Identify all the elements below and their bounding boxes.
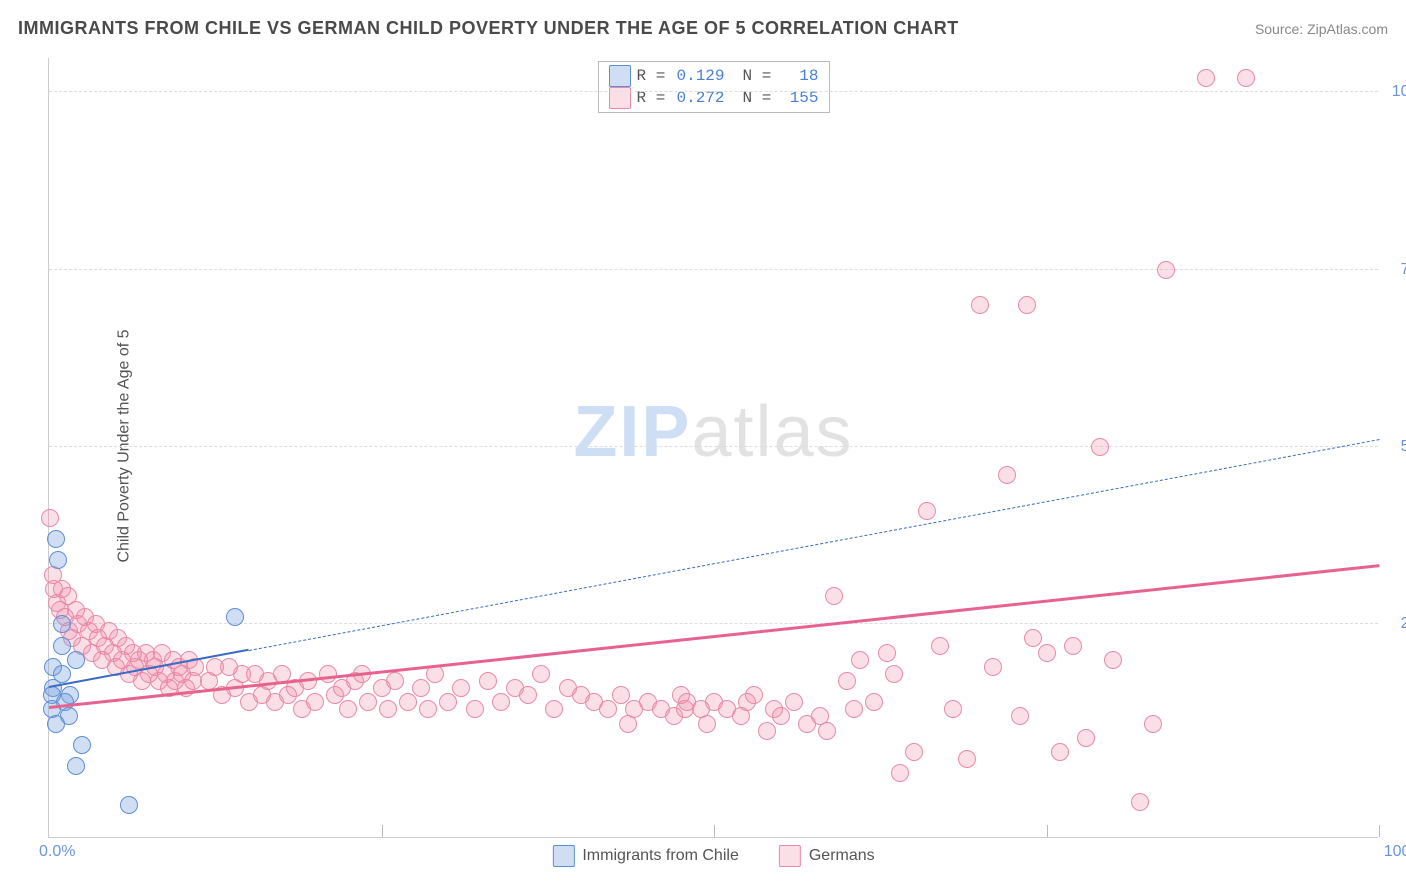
data-point	[984, 658, 1002, 676]
data-point	[1018, 296, 1036, 314]
data-point	[439, 693, 457, 711]
data-point	[772, 707, 790, 725]
data-point	[1011, 707, 1029, 725]
legend-label: Germans	[809, 847, 875, 865]
data-point	[53, 637, 71, 655]
data-point	[785, 693, 803, 711]
data-point	[379, 700, 397, 718]
data-point	[758, 722, 776, 740]
x-tick-min: 0.0%	[39, 843, 75, 861]
data-point	[226, 608, 244, 626]
data-point	[998, 466, 1016, 484]
correlation-legend: R =0.129N =18R =0.272N =155	[598, 61, 830, 113]
chart-source: Source: ZipAtlas.com	[1255, 21, 1388, 37]
data-point	[599, 700, 617, 718]
y-tick-label: 75.0%	[1401, 261, 1406, 279]
data-point	[851, 651, 869, 669]
x-tick-max: 100.0%	[1384, 843, 1406, 861]
data-point	[67, 651, 85, 669]
data-point	[67, 757, 85, 775]
plot-area: ZIPatlas R =0.129N =18R =0.272N =155 Imm…	[48, 58, 1378, 838]
data-point	[745, 686, 763, 704]
data-point	[958, 750, 976, 768]
gridline-h	[49, 269, 1378, 270]
x-tick-mark	[1379, 825, 1380, 837]
data-point	[931, 637, 949, 655]
data-point	[905, 743, 923, 761]
x-tick-mark	[382, 825, 383, 837]
trend-line	[248, 439, 1379, 651]
data-point	[319, 665, 337, 683]
data-point	[466, 700, 484, 718]
data-point	[825, 587, 843, 605]
data-point	[1157, 261, 1175, 279]
legend-label: Immigrants from Chile	[582, 847, 738, 865]
data-point	[1197, 69, 1215, 87]
legend-item: Germans	[779, 845, 875, 867]
data-point	[479, 672, 497, 690]
swatch-chile	[552, 845, 574, 867]
legend-row: R =0.129N =18	[609, 65, 819, 87]
data-point	[818, 722, 836, 740]
trend-line	[49, 565, 1379, 710]
data-point	[386, 672, 404, 690]
data-point	[891, 764, 909, 782]
swatch-german	[779, 845, 801, 867]
watermark: ZIPatlas	[573, 391, 853, 473]
legend-row: R =0.272N =155	[609, 87, 819, 109]
data-point	[1064, 637, 1082, 655]
data-point	[41, 509, 59, 527]
data-point	[73, 736, 91, 754]
data-point	[845, 700, 863, 718]
gridline-h	[49, 446, 1378, 447]
data-point	[49, 551, 67, 569]
series-legend: Immigrants from Chile Germans	[552, 845, 874, 867]
data-point	[47, 715, 65, 733]
data-point	[1038, 644, 1056, 662]
y-tick-label: 50.0%	[1401, 438, 1406, 456]
x-tick-mark	[1047, 825, 1048, 837]
data-point	[885, 665, 903, 683]
data-point	[971, 296, 989, 314]
data-point	[1024, 629, 1042, 647]
data-point	[532, 665, 550, 683]
data-point	[412, 679, 430, 697]
data-point	[918, 502, 936, 520]
data-point	[1104, 651, 1122, 669]
data-point	[53, 615, 71, 633]
chart-title: IMMIGRANTS FROM CHILE VS GERMAN CHILD PO…	[18, 18, 959, 39]
data-point	[1131, 793, 1149, 811]
data-point	[838, 672, 856, 690]
data-point	[1237, 69, 1255, 87]
data-point	[452, 679, 470, 697]
data-point	[492, 693, 510, 711]
x-tick-mark	[714, 825, 715, 837]
data-point	[1077, 729, 1095, 747]
data-point	[865, 693, 883, 711]
data-point	[698, 715, 716, 733]
data-point	[944, 700, 962, 718]
y-tick-label: 25.0%	[1401, 615, 1406, 633]
data-point	[612, 686, 630, 704]
data-point	[878, 644, 896, 662]
data-point	[545, 700, 563, 718]
swatch-german	[609, 87, 631, 109]
data-point	[1051, 743, 1069, 761]
data-point	[1091, 438, 1109, 456]
gridline-h	[49, 623, 1378, 624]
data-point	[419, 700, 437, 718]
data-point	[359, 693, 377, 711]
data-point	[399, 693, 417, 711]
data-point	[519, 686, 537, 704]
swatch-chile	[609, 65, 631, 87]
data-point	[306, 693, 324, 711]
data-point	[120, 796, 138, 814]
data-point	[339, 700, 357, 718]
gridline-h	[49, 91, 1378, 92]
legend-item: Immigrants from Chile	[552, 845, 738, 867]
y-tick-label: 100.0%	[1392, 83, 1406, 101]
data-point	[47, 530, 65, 548]
data-point	[1144, 715, 1162, 733]
